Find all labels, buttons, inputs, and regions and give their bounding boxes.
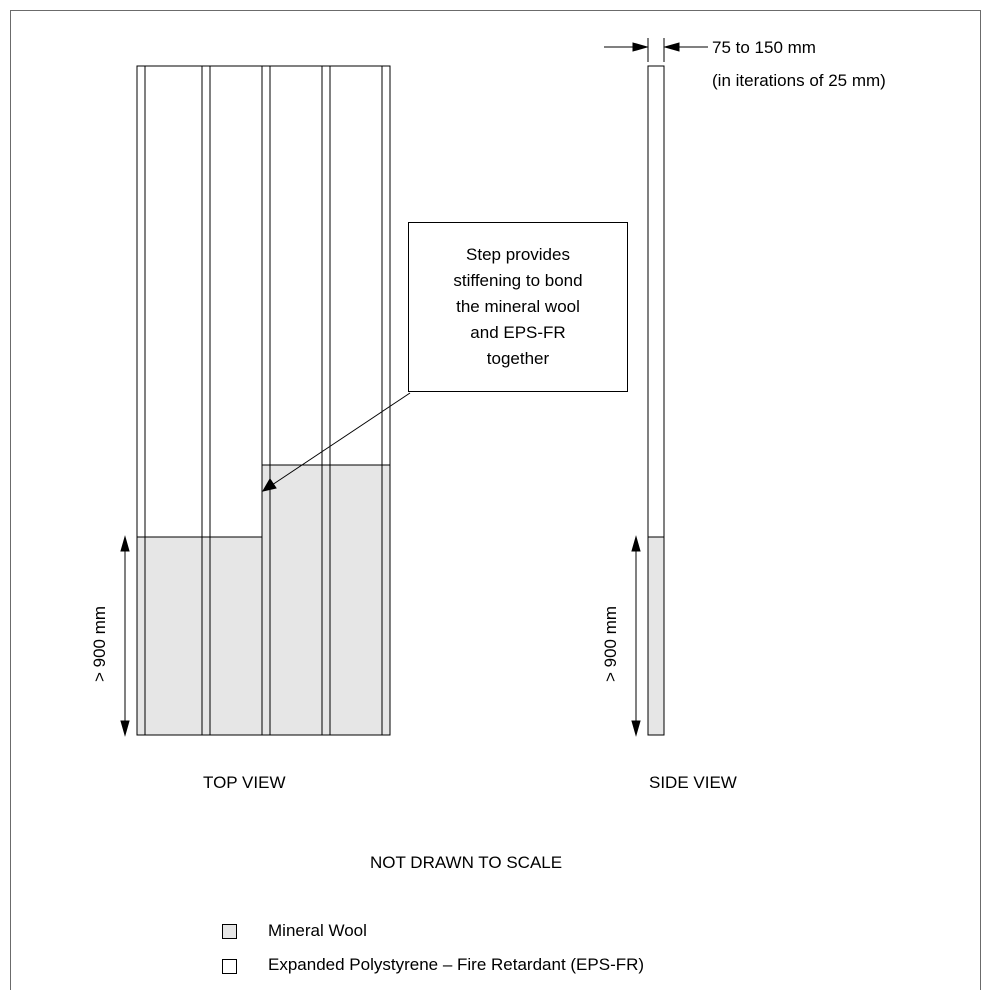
mineral-wool-fill-low (137, 537, 262, 735)
thickness-note: (in iterations of 25 mm) (712, 71, 886, 90)
scale-note: NOT DRAWN TO SCALE (370, 853, 563, 872)
legend-swatch-mineral-wool (222, 924, 237, 939)
side-view-caption: SIDE VIEW (649, 773, 737, 792)
top-view-board-lines (144, 66, 383, 735)
side-view-outline (647, 65, 665, 736)
mineral-wool-fill-high (262, 465, 390, 735)
side-view-height-label: > 900 mm (601, 605, 620, 683)
top-view-caption: TOP VIEW (203, 773, 286, 792)
legend-label-mineral-wool: Mineral Wool (268, 921, 367, 940)
thickness-label: 75 to 150 mm (712, 38, 816, 57)
top-view-outline (136, 65, 391, 736)
side-view-height-dimension (631, 535, 641, 737)
callout-leader-arrow (261, 392, 411, 492)
callout-text: Step provides stiffening to bond the min… (453, 245, 583, 368)
side-view-mineral-wool-fill (648, 537, 664, 735)
top-view-height-dimension (120, 535, 130, 737)
legend-label-eps-fr: Expanded Polystyrene – Fire Retardant (E… (268, 955, 645, 974)
legend-swatch-eps-fr (222, 959, 237, 974)
callout-box: Step provides stiffening to bond the min… (408, 222, 628, 392)
thickness-dimension (604, 38, 708, 62)
top-view-height-label: > 900 mm (90, 605, 109, 683)
